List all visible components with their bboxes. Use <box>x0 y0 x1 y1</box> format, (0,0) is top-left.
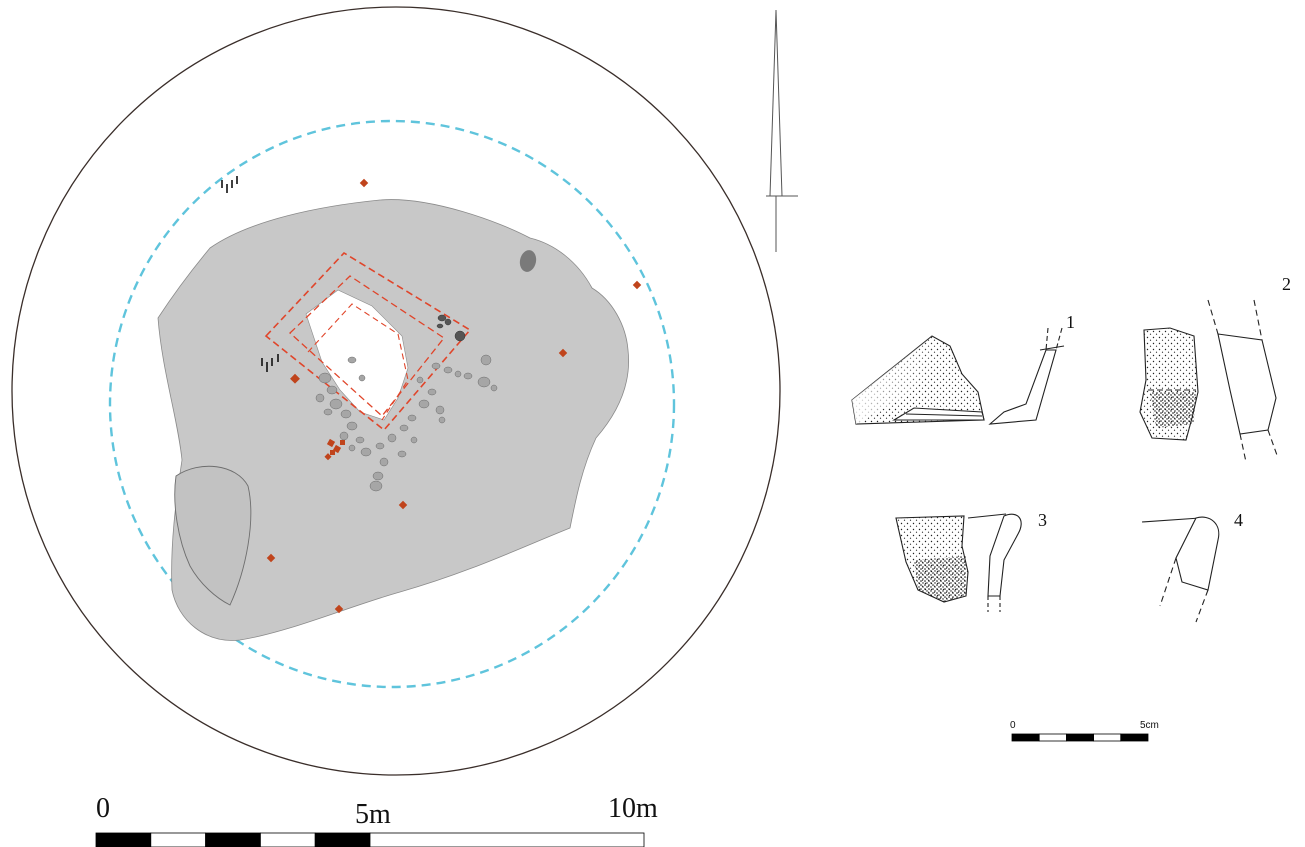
scale-label-end: 10m <box>608 793 658 824</box>
finds-scale-segment-1 <box>1011 733 1040 742</box>
sherd-4-dash-b <box>1195 589 1209 623</box>
sherd-2-dash-c <box>1239 433 1247 463</box>
plan-scale-segment-4 <box>259 832 316 847</box>
finds-scale-segment-5 <box>1120 733 1149 742</box>
sherd-3-label: 3 <box>1038 510 1047 530</box>
sherd-2-dash-b <box>1253 299 1263 341</box>
plan-scale-segment-5 <box>314 832 371 847</box>
sherd-1-base-band <box>892 407 985 421</box>
sherd-drawings: 1 2 3 4 <box>851 274 1291 623</box>
sherd-4-rim-line <box>1141 517 1201 523</box>
plan-scale-bar: 0 5m 10m <box>95 793 658 847</box>
sherd-4: 4 <box>1141 510 1243 623</box>
flint-marker-north <box>221 176 238 193</box>
finds-scale-bar: 0 5cm <box>1010 720 1159 742</box>
sherd-4-profile <box>1175 516 1220 591</box>
ring-ditch <box>108 119 676 689</box>
barrow-outer-circle <box>11 6 781 776</box>
sherd-3-profile <box>987 513 1022 597</box>
sherd-3: 3 <box>895 510 1047 612</box>
sherd-4-label: 4 <box>1234 510 1243 530</box>
scale-label-start: 0 <box>96 793 110 824</box>
dark-stones <box>436 314 466 342</box>
sherd-2-dense-band <box>1150 392 1196 428</box>
trench-inner <box>289 275 445 417</box>
central-pit <box>305 289 409 421</box>
plan-scale-segment-2 <box>150 832 207 847</box>
sherd-1: 1 <box>851 312 1075 425</box>
trench-outer <box>264 251 472 432</box>
north-arrow <box>766 9 798 252</box>
sherd-2-dash-a <box>1207 299 1219 335</box>
finds-scale-label-end: 5cm <box>1140 720 1159 731</box>
finds-scale-segment-2 <box>1038 733 1067 742</box>
scale-label-mid: 5m <box>355 799 391 830</box>
sherd-2-profile <box>1217 333 1277 435</box>
ceramic-finds <box>266 178 642 614</box>
plan-scale-segment-3 <box>205 832 261 847</box>
sherd-1-rim-line <box>1039 345 1065 351</box>
flint-markers <box>221 176 279 372</box>
posthole <box>519 250 537 272</box>
plan-scale-segment-open <box>369 832 645 847</box>
sherd-2-label: 2 <box>1282 274 1291 294</box>
finds-cluster <box>324 438 345 461</box>
sherd-3-rim-line <box>967 513 1007 519</box>
plan-scale-segment-1 <box>95 832 152 847</box>
trench-inner-step <box>307 303 409 421</box>
finds-scale-segment-3 <box>1066 733 1095 742</box>
sherd-1-profile-dash <box>1045 327 1049 351</box>
sub-feature-lower-left <box>174 465 252 606</box>
sherd-1-fade <box>852 336 940 424</box>
sherd-4-dash-a <box>1159 557 1177 607</box>
finds-scale-label-start: 0 <box>1010 720 1016 731</box>
finds-scale-segment-4 <box>1093 733 1122 742</box>
north-arrow-needle <box>769 9 783 197</box>
sherd-2: 2 <box>1139 274 1291 463</box>
sherd-2-dash-d <box>1267 429 1279 459</box>
site-plan: 0 5m 10m <box>11 6 781 847</box>
sherd-1-band-line <box>905 413 983 417</box>
sherd-3-dense <box>914 556 966 602</box>
sherd-1-label: 1 <box>1066 312 1075 332</box>
stone-cluster <box>315 354 498 492</box>
sherd-1-profile-dash-2 <box>1055 327 1063 351</box>
sherd-1-profile <box>988 349 1057 425</box>
flint-marker-west <box>261 354 279 372</box>
